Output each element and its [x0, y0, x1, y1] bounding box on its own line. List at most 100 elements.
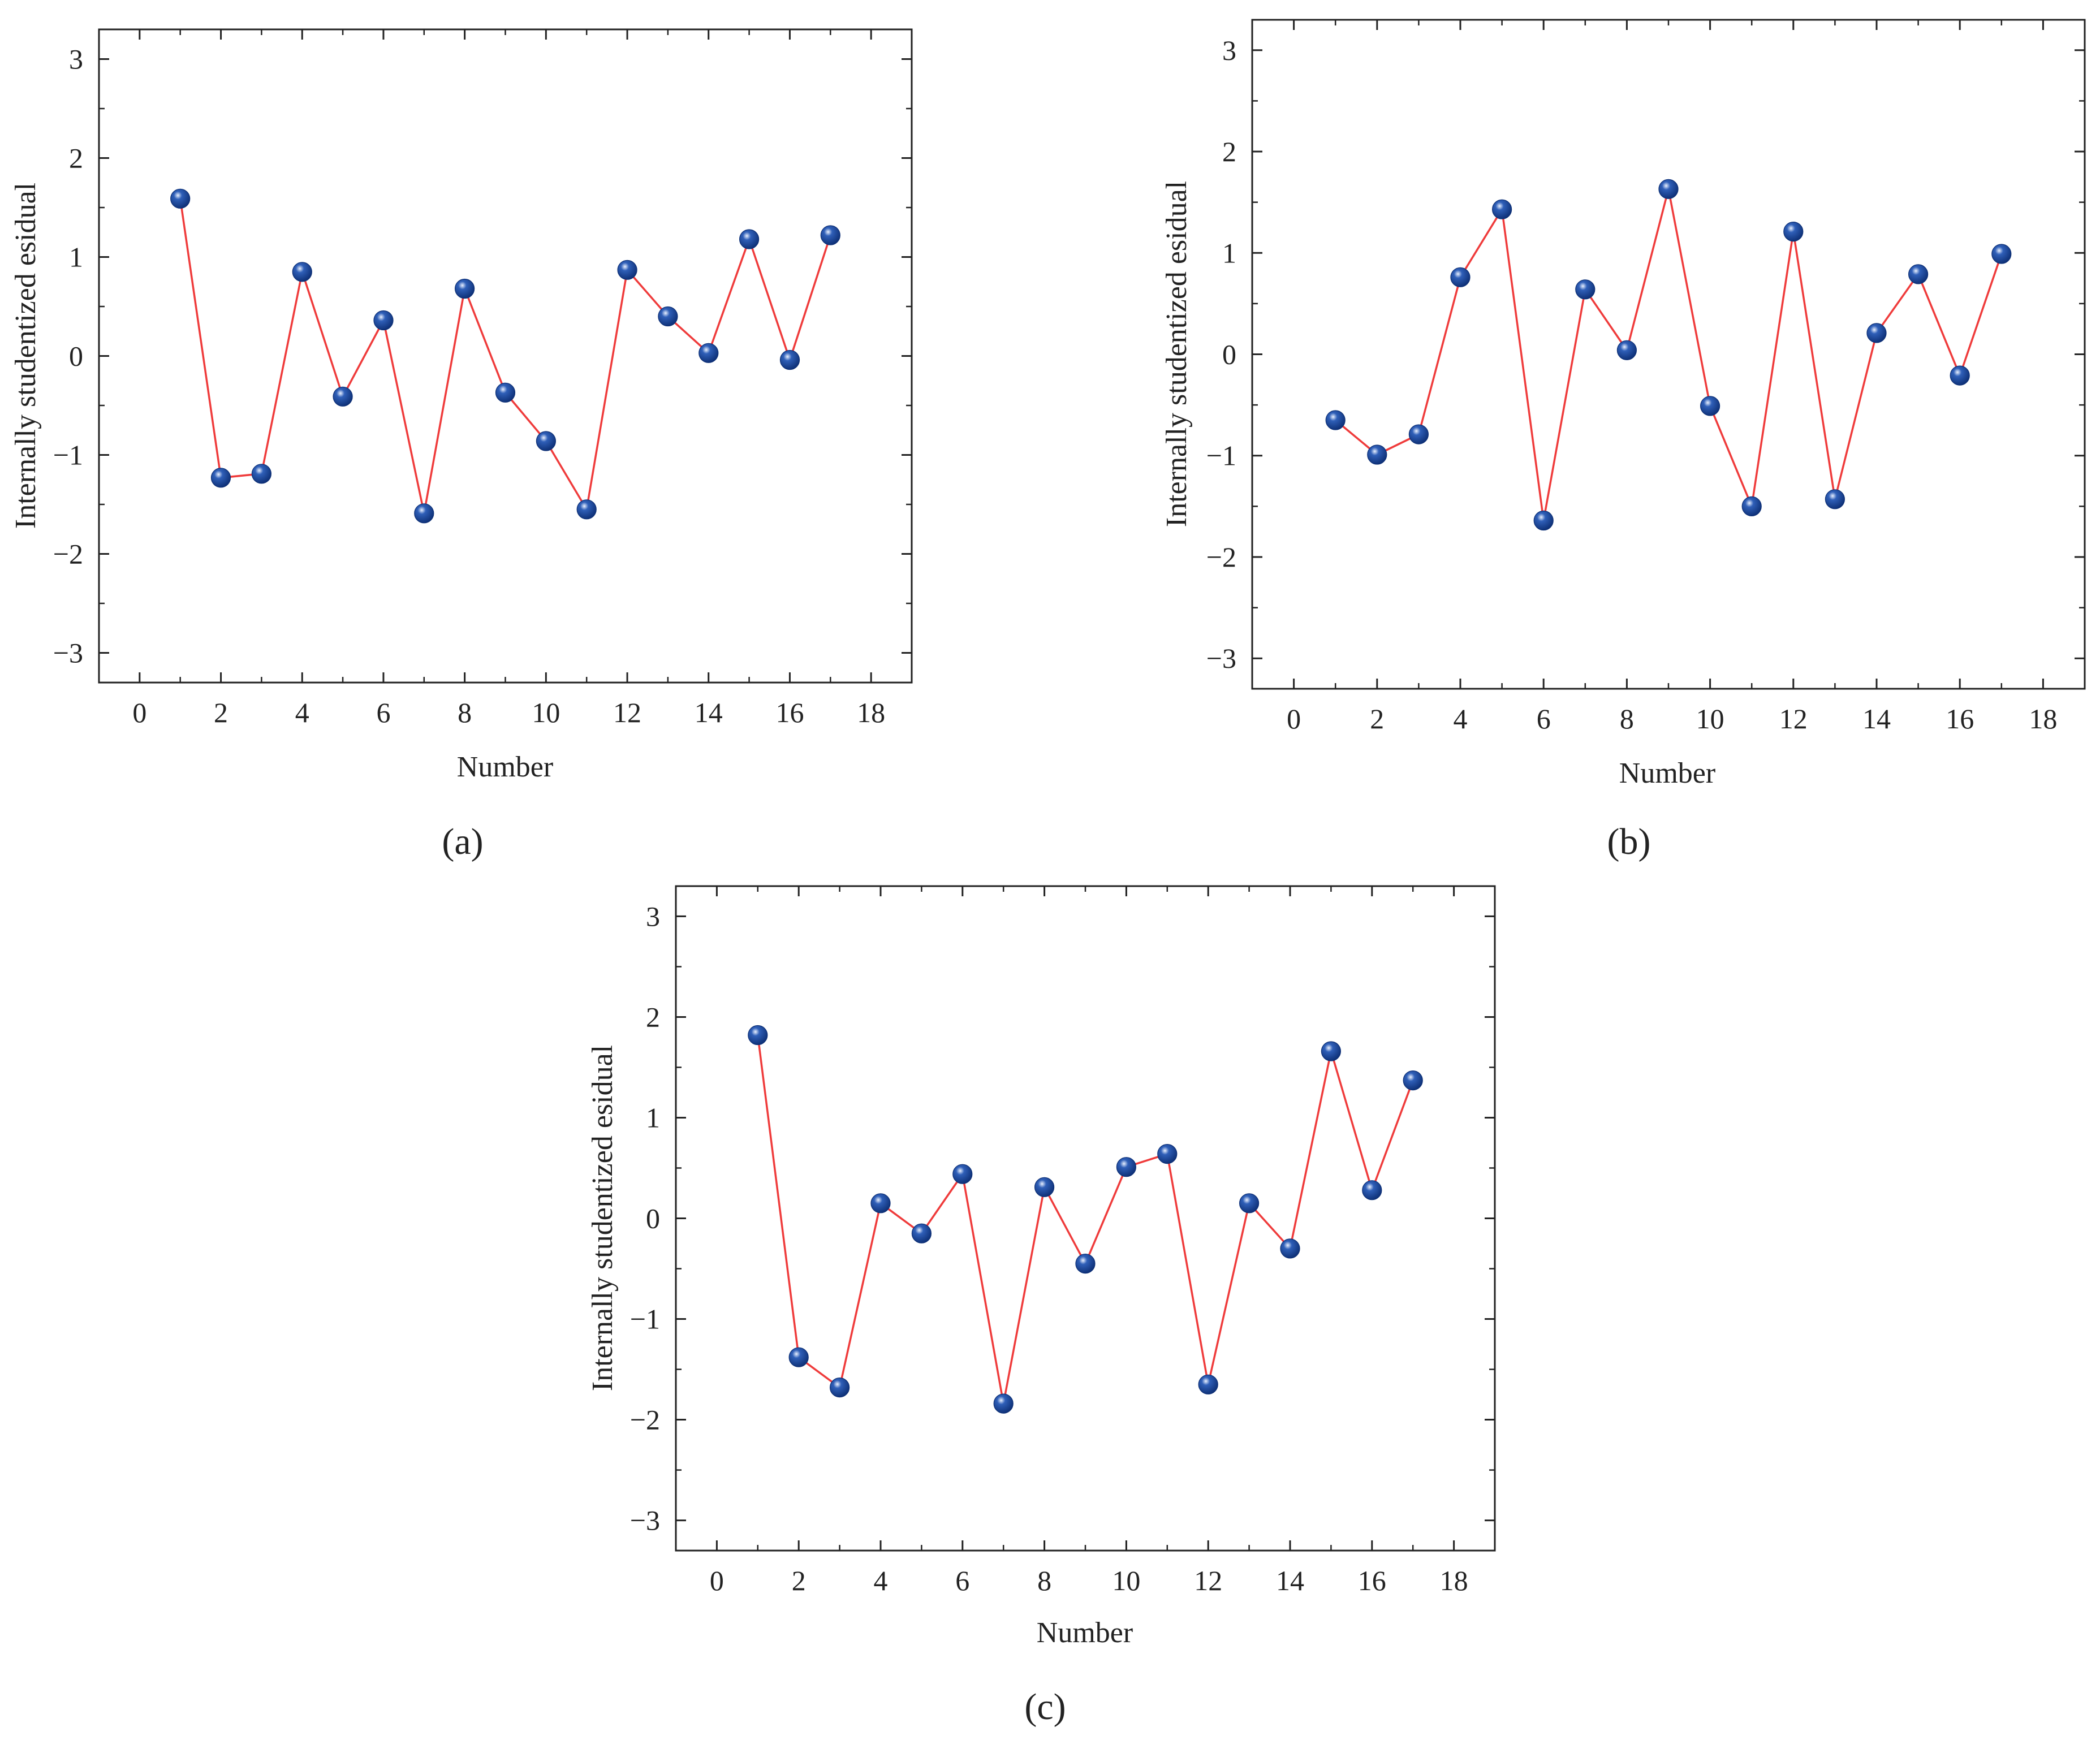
data-points — [170, 188, 840, 524]
y-axis-label: Internally studentized esidual — [587, 1045, 619, 1391]
data-point — [1034, 1177, 1055, 1197]
data-point — [1908, 264, 1929, 284]
data-point — [820, 225, 840, 245]
y-tick-label: −3 — [1206, 642, 1236, 674]
data-point — [698, 343, 719, 363]
data-point — [1575, 279, 1596, 300]
x-tick-label: 0 — [710, 1565, 724, 1596]
y-tick-label: −1 — [1206, 440, 1236, 472]
x-tick-label: 2 — [1370, 703, 1384, 735]
tick-marks — [1252, 20, 2085, 689]
data-point — [536, 431, 557, 451]
y-tick-label: 1 — [69, 241, 83, 273]
data-point — [1450, 267, 1471, 287]
data-point — [1533, 510, 1554, 531]
data-points — [1325, 179, 2012, 531]
x-axis-label: Number — [457, 751, 553, 783]
panel-label-c: (c) — [1024, 1686, 1066, 1728]
data-point — [788, 1347, 809, 1367]
x-tick-label: 6 — [955, 1565, 969, 1596]
data-point — [1239, 1193, 1260, 1214]
x-tick-label: 18 — [1440, 1565, 1468, 1596]
data-point — [1198, 1374, 1218, 1394]
plot-frame — [675, 885, 1496, 1552]
tick-marks — [676, 886, 1495, 1551]
data-point — [1403, 1070, 1423, 1091]
x-tick-labels: 0 2 4 6 8 10 12 14 16 18 — [132, 697, 885, 728]
x-tick-label: 16 — [1946, 703, 1974, 735]
y-tick-label: −3 — [53, 637, 83, 669]
y-tick-label: 3 — [1222, 34, 1236, 66]
data-points — [748, 1025, 1423, 1414]
tick-marks — [99, 29, 912, 683]
data-point — [748, 1025, 768, 1046]
x-tick-label: 10 — [1696, 703, 1724, 735]
data-point — [1321, 1041, 1341, 1061]
x-tick-labels: 0 2 4 6 8 10 12 14 16 18 — [710, 1565, 1468, 1596]
y-tick-label: 0 — [646, 1203, 660, 1234]
data-point — [1075, 1254, 1096, 1274]
data-point — [739, 229, 760, 249]
series-line — [179, 198, 831, 514]
y-tick-label: 2 — [1222, 136, 1236, 167]
data-point — [1783, 222, 1804, 242]
x-tick-label: 0 — [132, 697, 146, 728]
data-point — [454, 278, 475, 299]
data-point — [414, 503, 434, 524]
data-point — [1658, 179, 1679, 199]
data-point — [576, 499, 597, 520]
y-tick-labels: −3 −2 −1 0 1 2 3 — [1206, 34, 1236, 674]
data-point — [210, 468, 231, 488]
x-tick-label: 12 — [1779, 703, 1808, 735]
data-point — [779, 349, 800, 370]
x-tick-labels: 0 2 4 6 8 10 12 14 16 18 — [1287, 703, 2057, 735]
x-tick-label: 12 — [1194, 1565, 1222, 1596]
series-line — [1335, 188, 2003, 521]
data-point — [1950, 365, 1970, 386]
x-axis-label: Number — [1619, 757, 1715, 789]
x-tick-label: 18 — [2029, 703, 2057, 735]
x-tick-label: 4 — [295, 697, 309, 728]
x-tick-label: 4 — [874, 1565, 888, 1596]
y-tick-label: 0 — [69, 340, 83, 372]
data-point — [1991, 244, 2012, 264]
data-point — [495, 382, 516, 403]
data-point — [911, 1223, 932, 1244]
x-tick-label: 8 — [1037, 1565, 1051, 1596]
data-point — [829, 1378, 850, 1398]
data-point — [1408, 424, 1429, 444]
panel-label-a: (a) — [442, 821, 483, 862]
y-tick-labels: −3 −2 −1 0 1 2 3 — [630, 900, 660, 1536]
y-axis-label: Internally studentized esidual — [1161, 181, 1193, 527]
data-point — [870, 1193, 891, 1214]
x-tick-label: 2 — [214, 697, 228, 728]
series-line — [757, 1035, 1414, 1404]
x-tick-label: 16 — [1358, 1565, 1386, 1596]
y-tick-label: −1 — [53, 439, 83, 471]
data-point — [170, 188, 191, 209]
data-point — [658, 306, 678, 327]
y-tick-label: 1 — [1222, 237, 1236, 269]
data-point — [1741, 496, 1762, 517]
x-tick-label: 8 — [1620, 703, 1634, 735]
y-tick-label: −2 — [630, 1404, 660, 1436]
data-point — [373, 310, 394, 331]
data-point — [1825, 489, 1845, 510]
data-point — [1492, 199, 1512, 219]
data-point — [952, 1164, 973, 1184]
data-point — [292, 262, 312, 282]
x-tick-label: 0 — [1287, 703, 1301, 735]
data-point — [1157, 1143, 1178, 1164]
data-point — [1616, 340, 1637, 360]
y-tick-label: 2 — [646, 1001, 660, 1033]
data-point — [1116, 1157, 1137, 1177]
y-tick-label: −1 — [630, 1303, 660, 1335]
x-tick-label: 4 — [1454, 703, 1468, 735]
data-point — [1367, 444, 1387, 465]
data-point — [1362, 1180, 1382, 1201]
panel-label-b: (b) — [1607, 821, 1651, 862]
x-tick-label: 14 — [1862, 703, 1891, 735]
x-tick-label: 14 — [695, 697, 723, 728]
